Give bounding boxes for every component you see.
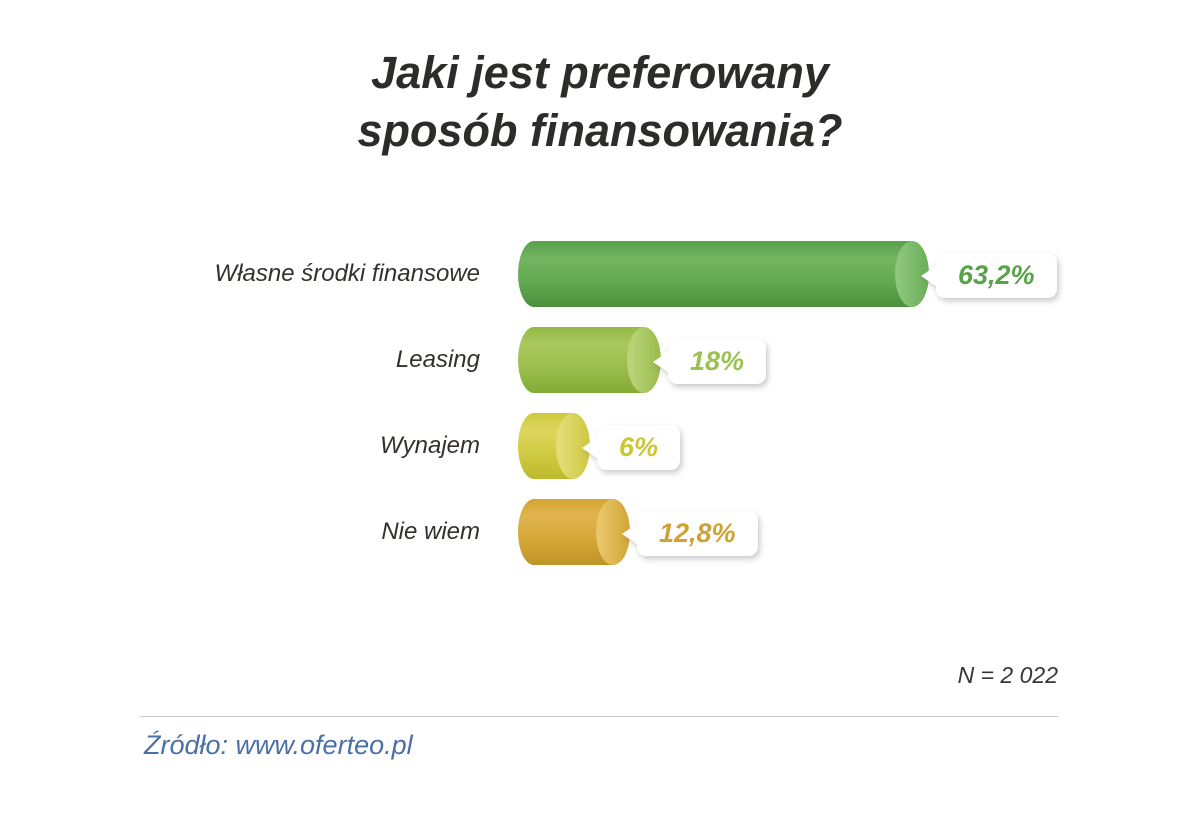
chart-title: Jaki jest preferowany sposób finansowania… — [0, 44, 1200, 160]
sample-size-label: N = 2 022 — [957, 662, 1058, 688]
category-label: Leasing — [395, 346, 480, 373]
value-bubble: 18% — [653, 339, 767, 384]
category-label: Wynajem — [379, 432, 480, 459]
value-bubble: 6% — [582, 425, 681, 470]
value-bubble: 12,8% — [622, 511, 758, 556]
category-label: Własne środki finansowe — [214, 260, 480, 287]
value-bubble: 63,2% — [921, 253, 1057, 298]
category-label: Nie wiem — [381, 518, 480, 545]
bubble-arrow-icon — [921, 264, 937, 287]
chart-row: Leasing 18% — [0, 327, 1200, 393]
bubble-arrow-icon — [653, 350, 669, 373]
bar-chart: Własne środki finansowe 63,2% Leasing 18% Wy… — [0, 241, 1200, 581]
chart-title-line2: sposób finansowania? — [357, 105, 843, 156]
chart-row: Wynajem 6% — [0, 413, 1200, 479]
value-label: 18% — [690, 346, 745, 376]
bubble-arrow-icon — [622, 522, 638, 545]
value-label: 63,2% — [958, 260, 1035, 290]
value-label: 12,8% — [659, 518, 736, 548]
chart-row: Nie wiem 12,8% — [0, 499, 1200, 565]
footer-divider — [140, 716, 1058, 717]
bubble-arrow-icon — [582, 436, 598, 459]
bar-cylinder — [518, 241, 912, 307]
chart-row: Własne środki finansowe 63,2% — [0, 241, 1200, 307]
source-text: Źródło: www.oferteo.pl — [144, 730, 413, 760]
chart-title-line1: Jaki jest preferowany — [371, 47, 829, 98]
value-label: 6% — [619, 432, 659, 462]
bar-cylinder — [518, 327, 644, 393]
